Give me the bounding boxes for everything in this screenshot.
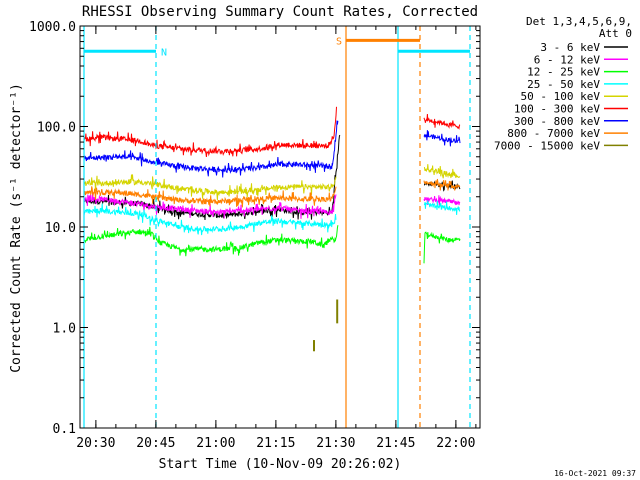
legend-label-2: 12 - 25 keV (527, 66, 600, 79)
y-axis-label: Corrected Count Rate (s⁻¹ detector⁻¹) (9, 83, 24, 373)
series-6 (83, 120, 461, 178)
series-4 (83, 164, 461, 201)
series-2-line-b (423, 231, 461, 264)
x-tick-label-0: 20:30 (76, 436, 115, 451)
x-tick-label-2: 21:00 (196, 436, 235, 451)
x-tick-label-1: 20:45 (136, 436, 175, 451)
flag-label-0: N (161, 47, 167, 58)
instrument-flags-layer: NS (83, 26, 471, 428)
series-4-line-a (83, 174, 337, 201)
legend-label-0: 3 - 6 keV (540, 41, 600, 54)
series-5 (83, 106, 461, 157)
series-5-line-a (83, 106, 337, 157)
series-3-line-b (423, 200, 461, 215)
series-1-line-b (423, 195, 461, 206)
legend-header-line-1: Det 1,3,4,5,6,9, (526, 15, 632, 28)
series-1 (83, 191, 461, 219)
series-1-line-a (83, 191, 337, 219)
series-3 (83, 200, 461, 236)
legend-label-3: 25 - 50 keV (527, 78, 600, 91)
series-2-line-a (83, 225, 339, 257)
y-tick-label-4: 0.1 (53, 422, 76, 437)
y-tick-label-3: 1.0 (53, 322, 76, 337)
series-6-line-a (83, 120, 339, 178)
series-8 (313, 299, 339, 352)
y-tick-label-1: 100.0 (37, 121, 76, 136)
series-7-line-a (83, 186, 337, 208)
legend-label-6: 300 - 800 keV (514, 115, 600, 128)
axes-layer: 1000.0 100.0 10.0 1.0 0.120:30 20:45 21:00 21:1… (29, 20, 480, 451)
y-tick-label-2: 10.0 (45, 221, 76, 236)
footer-timestamp: 16-Oct-2021 09:37 (554, 469, 636, 478)
series-7-line-b (423, 178, 461, 191)
x-tick-label-6: 22:00 (436, 436, 475, 451)
x-tick-label-3: 21:15 (256, 436, 295, 451)
series-5-line-b (423, 113, 461, 131)
flag-label-1: S (336, 36, 342, 47)
legend-label-5: 100 - 300 keV (514, 103, 600, 116)
legend-label-7: 800 - 7000 keV (507, 127, 600, 140)
chart-title: RHESSI Observing Summary Count Rates, Co… (82, 4, 478, 20)
y-tick-label-0: 1000.0 (29, 20, 76, 35)
series-0-line-a (83, 134, 341, 221)
legend-header-line-2: Att 0 (599, 27, 632, 40)
series-7 (83, 178, 461, 208)
x-axis-label: Start Time (10-Nov-09 20:26:02) (159, 457, 402, 472)
series-4-line-b (423, 164, 461, 179)
series-2 (83, 225, 461, 264)
legend-label-4: 50 - 100 keV (521, 90, 601, 103)
legend-label-1: 6 - 12 keV (534, 53, 601, 66)
series-layer (83, 106, 461, 352)
x-tick-label-4: 21:30 (316, 436, 355, 451)
series-6-line-b (423, 130, 461, 147)
legend-label-8: 7000 - 15000 keV (494, 139, 600, 152)
x-tick-label-5: 21:45 (376, 436, 415, 451)
series-3-line-a (83, 203, 337, 236)
